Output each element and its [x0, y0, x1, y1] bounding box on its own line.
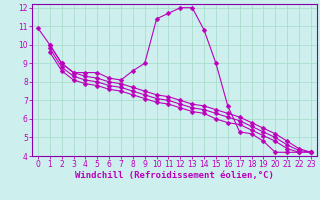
X-axis label: Windchill (Refroidissement éolien,°C): Windchill (Refroidissement éolien,°C)	[75, 171, 274, 180]
